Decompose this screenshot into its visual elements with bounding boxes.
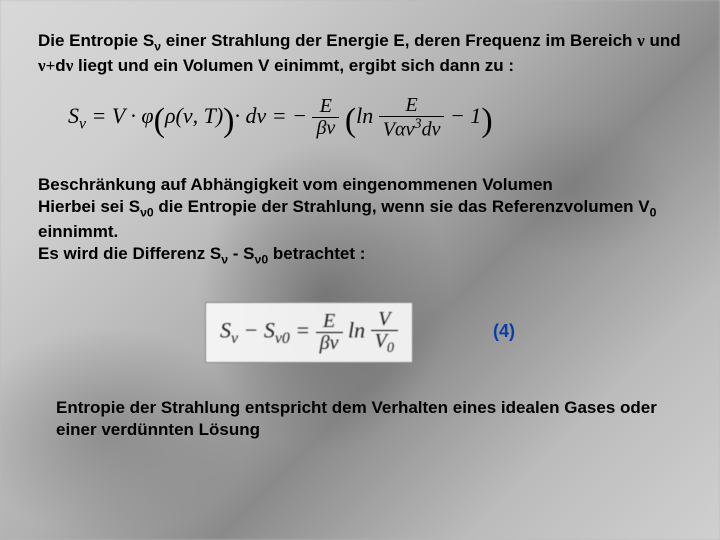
eq1-Ssub: ν [79, 115, 86, 132]
eq1-f2-den-a: Vαν [383, 119, 415, 141]
paragraph-1: Die Entropie Sν einer Strahlung der Ener… [38, 30, 682, 77]
eq2-f1-num: E [316, 311, 343, 333]
eq2-frac1: E βν [316, 311, 343, 354]
p2-l2b: die Entropie der Strahlung, wenn sie das… [154, 197, 650, 216]
eq2-f2-den: V0 [371, 331, 398, 356]
eq1-f2-den-b: dν [422, 119, 441, 141]
eq1-f2-den-exp: 3 [414, 116, 421, 132]
eq1-mopen: ( [345, 102, 356, 139]
eq1-mclose: ) [481, 102, 492, 139]
eq2-S1sub: ν [231, 330, 238, 347]
eq1-ln: ln [356, 103, 373, 128]
eq2-f1-den: βν [316, 333, 343, 354]
eq2-S2: S [264, 317, 275, 342]
eq1-frac2: E Vαν3dν [379, 95, 445, 141]
eq2-f2-den-v: V [375, 330, 387, 352]
eq1-minus1: − 1 [450, 103, 481, 128]
eq2-eq: = [295, 317, 315, 342]
p2-l2c: einnimmt. [38, 222, 118, 241]
paragraph-3: Entropie der Strahlung entspricht dem Ve… [38, 397, 682, 442]
p1-t2: und [645, 31, 681, 50]
eq1-popen: ( [154, 102, 165, 139]
paragraph-2: Beschränkung auf Abhängigkeit vom eingen… [38, 174, 682, 268]
eq2-f2-den-sub: 0 [387, 340, 394, 356]
p2-l2sub2: 0 [650, 206, 657, 220]
p1-sub1: ν [154, 39, 161, 53]
p1-text: Die Entropie S [38, 31, 154, 50]
eq1-dnu: · dν [234, 103, 266, 128]
eq2-ln: ln [348, 317, 365, 342]
eq1-frac1: E βν [312, 96, 339, 139]
eq1-rhs1a: V · φ [112, 103, 154, 128]
p2-l3mid: - S [228, 244, 254, 263]
eq1-rho: ρ(ν, T) [165, 103, 223, 128]
eq2-minus: − [243, 317, 258, 342]
eq1-f1-num: E [312, 96, 339, 118]
eq1-f1-den: βν [312, 118, 339, 139]
eq1-S: S [68, 103, 79, 128]
p1-t1: einer Strahlung der Energie E, deren Fre… [161, 31, 637, 50]
equation-2-box: Sν − Sν0 = E βν ln V V0 [205, 302, 413, 363]
p2-l3b: betrachtet : [268, 244, 365, 263]
eq2-S2sub: ν0 [275, 330, 290, 347]
eq1-pclose: ) [223, 102, 234, 139]
p1-nu1: ν [637, 31, 645, 50]
equation-1: Sν = V · φ(ρ(ν, T))· dν = − E βν (ln E V… [68, 95, 682, 144]
equation-2-row: Sν − Sν0 = E βν ln V V0 (4) [38, 302, 682, 363]
slide-content: Die Entropie Sν einer Strahlung der Ener… [0, 0, 720, 462]
eq1-eq2: = [272, 103, 292, 128]
p2-l1: Beschränkung auf Abhängigkeit vom eingen… [38, 175, 553, 194]
eq1-f2-den: Vαν3dν [379, 117, 445, 141]
p1-t4: liegt und ein Volumen V einimmt, ergibt … [73, 56, 514, 75]
p2-l3a: Es wird die Differenz S [38, 244, 221, 263]
eq1-f2-num: E [379, 95, 445, 117]
eq2-f2-num: V [371, 309, 398, 331]
equation-2-label: (4) [493, 320, 515, 344]
p2-l2sub: ν0 [140, 206, 154, 220]
p1-nu2: ν+ [38, 56, 55, 75]
eq2-S1: S [220, 317, 231, 342]
eq2-frac2: V V0 [371, 309, 398, 356]
p1-t3: d [55, 56, 65, 75]
eq1-eq: = [92, 103, 112, 128]
p2-l3sub2: ν0 [255, 253, 269, 267]
eq1-minus: − [292, 103, 307, 128]
p2-l2a: Hierbei sei S [38, 197, 140, 216]
